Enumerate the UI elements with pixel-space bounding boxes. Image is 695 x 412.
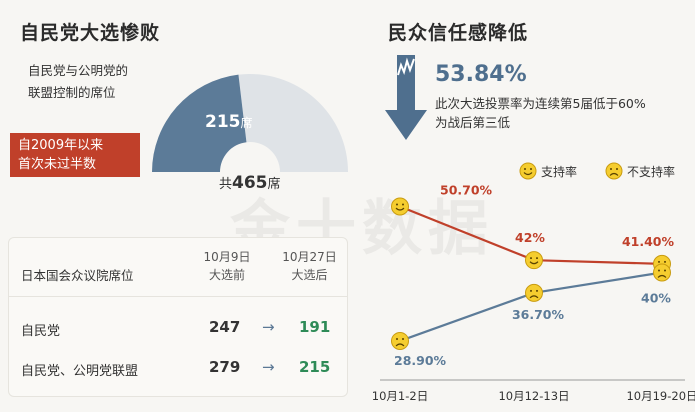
data-point-disapprove [653, 263, 671, 282]
data-point-disapprove [391, 331, 409, 350]
seats-coalition-slice [152, 74, 247, 172]
table-row-coalition-after: 215 [299, 358, 331, 376]
callout-line1: 自2009年以来 [18, 138, 104, 153]
left-title: 自民党大选惨败 [20, 22, 161, 44]
face-eye [658, 269, 660, 272]
col-after-date: 10月27日 [282, 250, 337, 264]
turnout-description: 此次大选投票率为连续第5届低于60% 为战后第三低 [435, 94, 646, 132]
face-mouth [395, 343, 405, 347]
x-tick-label: 10月12-13日 [498, 389, 569, 403]
down-arrow-icon [385, 55, 427, 140]
col-before-label: 大选前 [208, 268, 245, 282]
data-label-disapprove: 40% [641, 291, 671, 306]
data-point-approve [391, 197, 409, 216]
data-point-approve [525, 251, 543, 270]
data-label-disapprove: 36.70% [512, 307, 565, 322]
turnout-line2: 为战后第三低 [435, 115, 511, 130]
frown-icon [605, 162, 623, 180]
face-eye [658, 260, 660, 263]
callout-box: 自2009年以来 首次未过半数 [10, 133, 140, 177]
coalition-description-line1: 自民党与公明党的 [28, 63, 129, 78]
x-tick-label: 10月1-2日 [372, 389, 428, 403]
face-mouth [395, 207, 405, 211]
coalition-description-line2: 联盟控制的席位 [28, 85, 116, 100]
face-eye [402, 337, 404, 340]
table-row-coalition-before: 279 [209, 358, 241, 376]
total-unit: 席 [267, 177, 281, 192]
smile-icon [519, 162, 537, 180]
face-eye [530, 289, 532, 292]
seats-rest-slice [238, 74, 348, 172]
face-eye [396, 337, 398, 340]
face-eye [664, 260, 666, 263]
data-label-approve: 41.40% [622, 234, 675, 249]
table-row-coalition-arrow: → [262, 358, 275, 376]
table-col-after: 10月27日 大选后 [277, 248, 342, 284]
legend-label-approve: 支持率 [541, 165, 578, 179]
x-tick-label: 10月19-20日 [626, 389, 695, 403]
approval-line-chart: 10月1-2日 10月12-13日 10月19-20日 50.70% 42% 41.40%… [372, 183, 695, 403]
face-mouth [529, 261, 539, 265]
legend: 支持率 不支持率 [519, 162, 689, 182]
total-value: 465 [232, 173, 268, 193]
table-row-ldp-name: 自民党 [21, 324, 61, 339]
seat-semicircle-chart [152, 74, 348, 172]
coalition-description: 自民党与公明党的 联盟控制的席位 [28, 60, 128, 104]
face-eye [536, 257, 538, 260]
total-prefix: 共 [219, 177, 233, 192]
face-mouth [529, 295, 539, 299]
face-eye [396, 203, 398, 206]
data-label-disapprove: 28.90% [394, 353, 447, 368]
turnout-line1: 此次大选投票率为连续第5届低于60% [435, 96, 646, 111]
data-point-disapprove [525, 283, 543, 302]
seat-table: 日本国会众议院席位 10月9日 大选前 10月27日 大选后 自民党 247 →… [8, 237, 348, 397]
face-eye [402, 203, 404, 206]
table-row-ldp-before: 247 [209, 318, 241, 336]
coalition-seats-value: 215 [205, 112, 241, 132]
col-after-label: 大选后 [291, 268, 328, 282]
col-before-date: 10月9日 [203, 250, 251, 264]
turnout-value: 53.84% [435, 62, 527, 87]
face-mouth [657, 274, 667, 278]
table-divider [9, 296, 347, 297]
data-label-approve: 50.70% [440, 183, 493, 198]
face-eye [530, 257, 532, 260]
coalition-seats-label: 215席 [205, 112, 253, 132]
callout-line2: 首次未过半数 [18, 157, 97, 172]
table-header-label: 日本国会众议院席位 [21, 268, 134, 283]
legend-label-disapprove: 不支持率 [627, 165, 676, 179]
face-eye [664, 269, 666, 272]
table-col-before: 10月9日 大选前 [197, 248, 257, 284]
table-row-coalition-name: 自民党、公明党联盟 [21, 364, 139, 379]
data-label-approve: 42% [515, 230, 545, 245]
table-row-ldp-arrow: → [262, 318, 275, 336]
total-seats: 共465席 [219, 173, 281, 193]
face-eye [536, 289, 538, 292]
table-row-ldp-after: 191 [299, 318, 331, 336]
coalition-seats-unit: 席 [240, 116, 253, 130]
right-title: 民众信任感降低 [388, 22, 529, 44]
